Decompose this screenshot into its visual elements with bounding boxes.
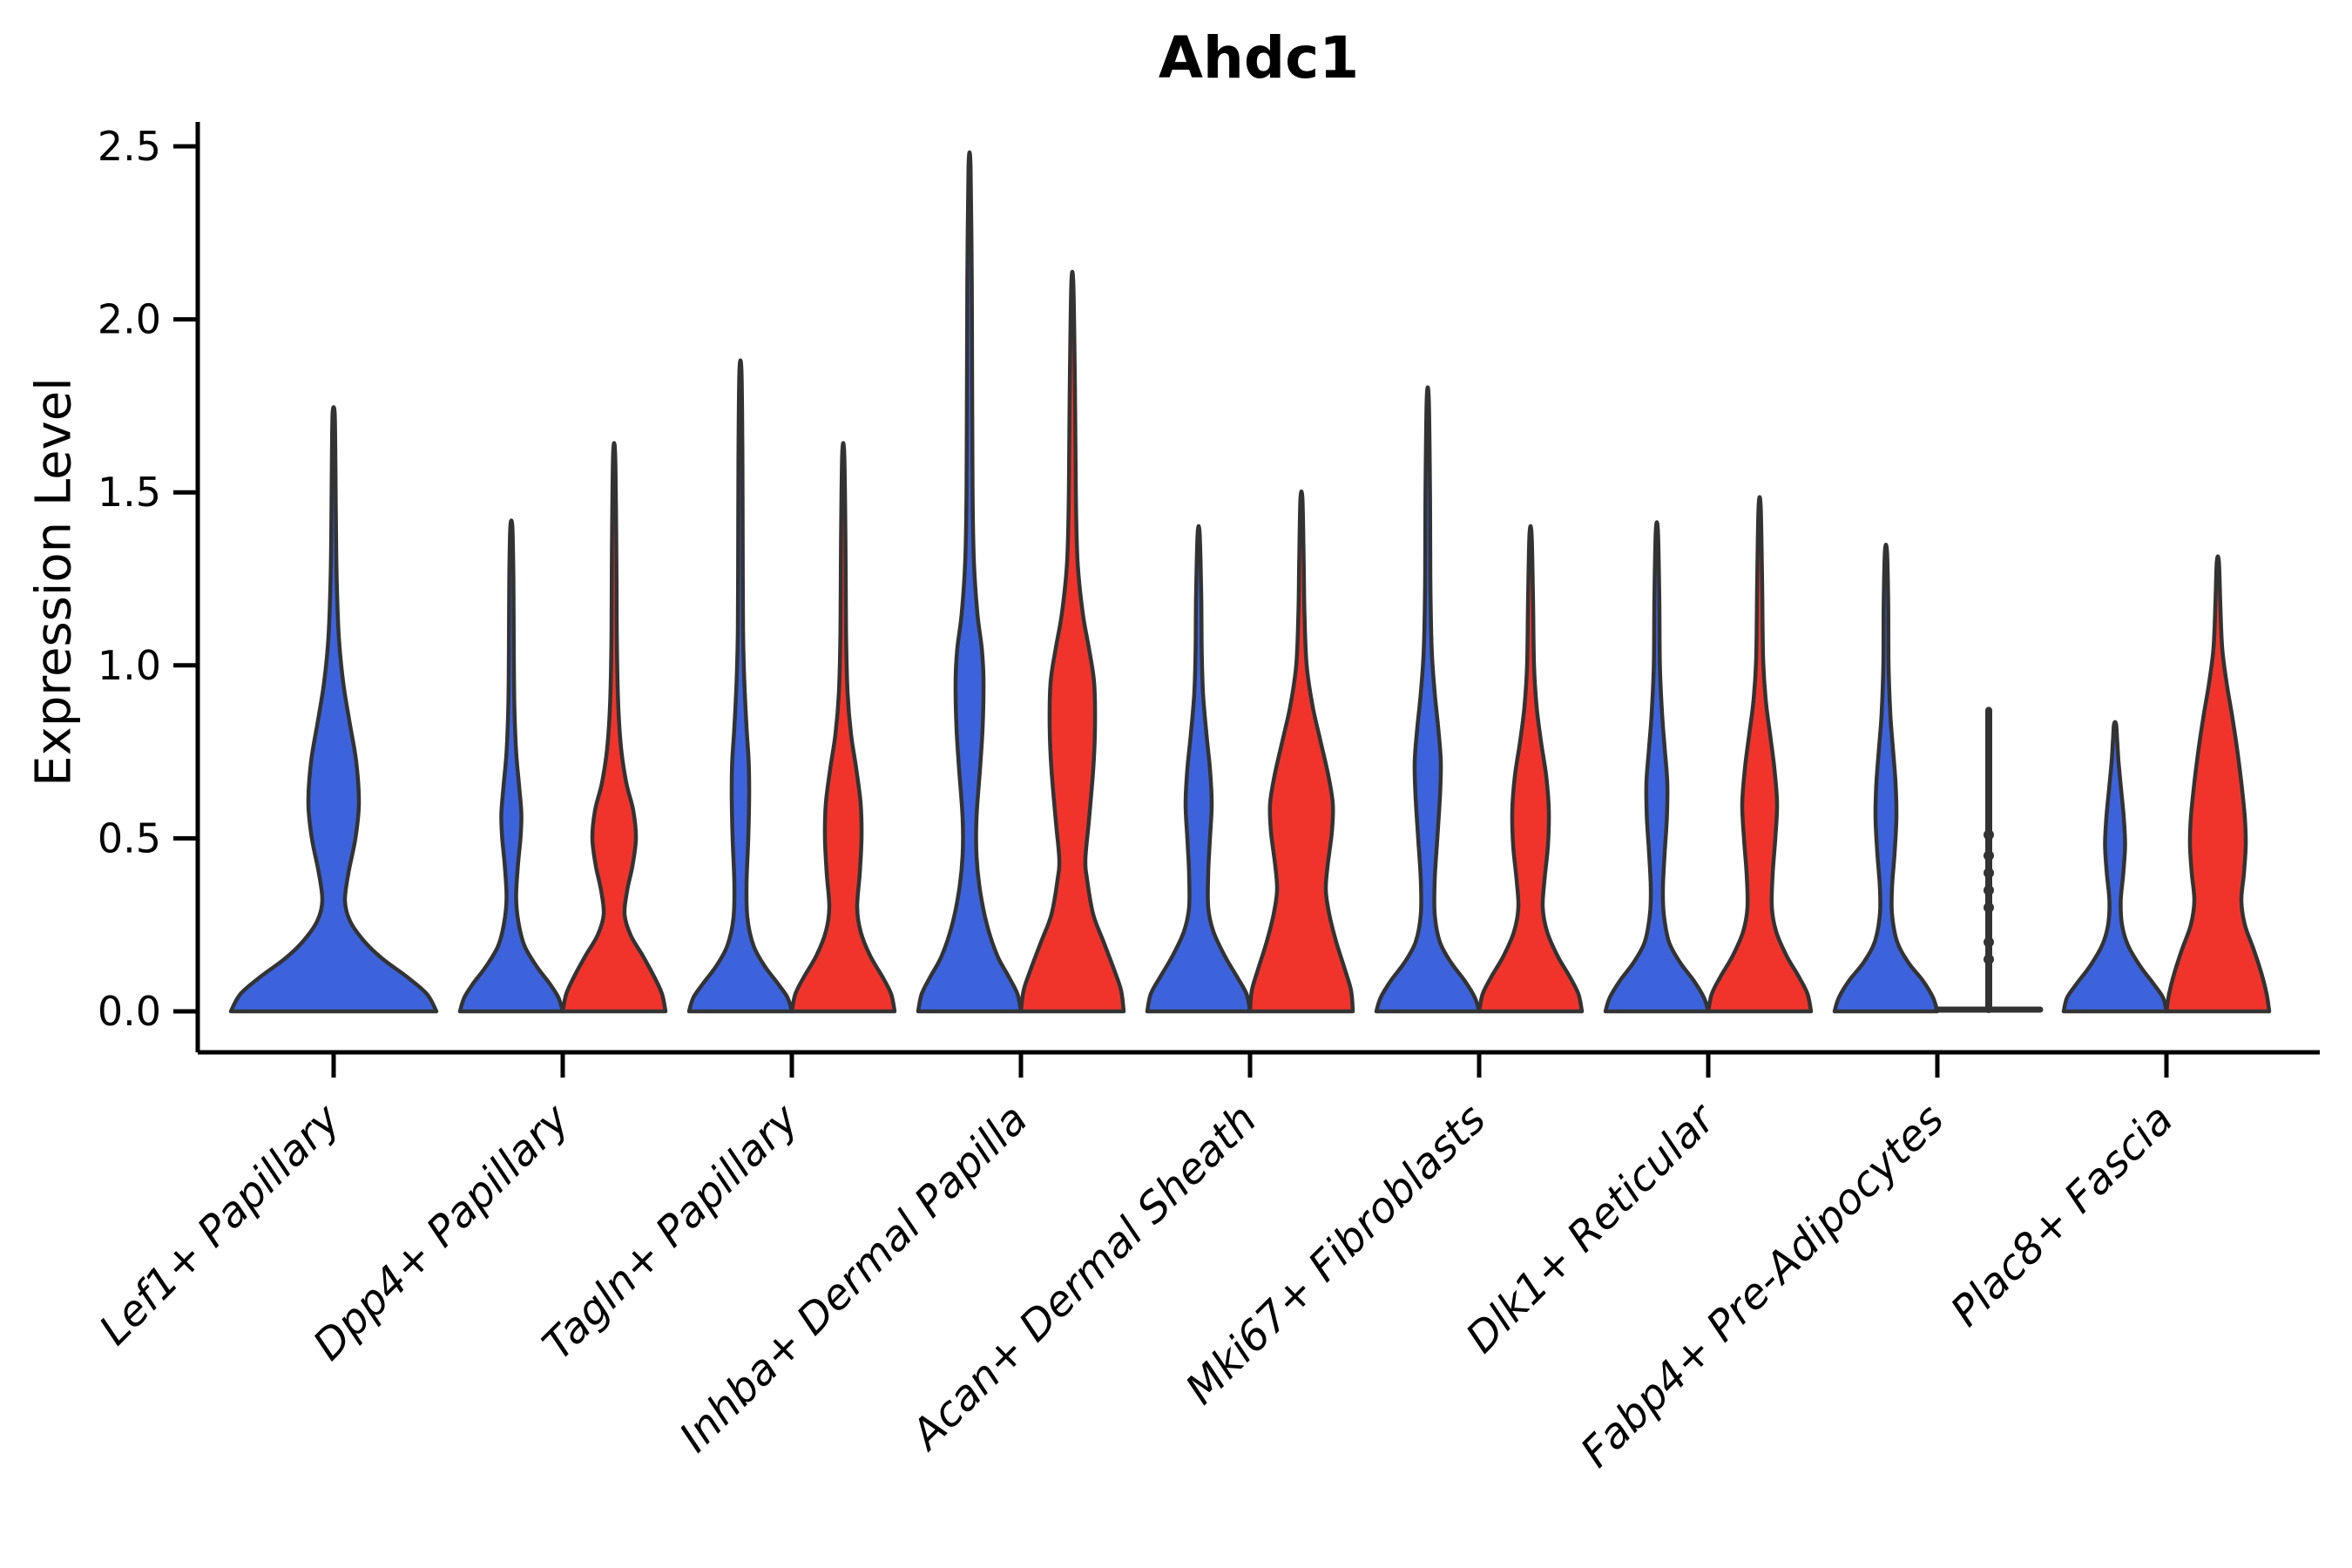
x-tick-label: Fabp4+ Pre-Adipocytes bbox=[1571, 1095, 1954, 1477]
degenerate-violin-point bbox=[1984, 954, 1994, 965]
violin-blue-1 bbox=[457, 518, 565, 1014]
violin-blue-7 bbox=[1832, 543, 1940, 1014]
violin-blue-3 bbox=[916, 150, 1024, 1014]
violin-red-1 bbox=[560, 441, 668, 1014]
degenerate-violin-point bbox=[1984, 829, 1994, 841]
y-tick-label: 0.0 bbox=[98, 988, 161, 1035]
y-tick-label: 0.5 bbox=[98, 814, 161, 862]
x-tick-label: Lef1+ Papillary bbox=[90, 1094, 350, 1355]
x-tick-label: Dpp4+ Papillary bbox=[304, 1094, 579, 1369]
degenerate-violin-point bbox=[1984, 936, 1994, 948]
violin-blue-8 bbox=[2061, 720, 2169, 1014]
violin-blue-5 bbox=[1374, 385, 1482, 1014]
violin-red-3 bbox=[1018, 269, 1126, 1014]
y-axis-label: Expression Level bbox=[25, 377, 83, 787]
degenerate-violin-point bbox=[1984, 868, 1994, 879]
violin-red-2 bbox=[789, 441, 897, 1014]
violin-red-8 bbox=[2164, 554, 2272, 1014]
violin-blue-4 bbox=[1145, 524, 1253, 1014]
violin-red-6 bbox=[1706, 495, 1814, 1014]
violin-blue-6 bbox=[1603, 520, 1711, 1014]
x-tick-label: Dlk1+ Reticular bbox=[1456, 1093, 1727, 1363]
degenerate-violin-point bbox=[1984, 884, 1994, 896]
y-tick-label: 2.0 bbox=[98, 296, 161, 343]
x-tick-label: Tagln+ Papillary bbox=[533, 1094, 808, 1369]
y-tick-label: 2.5 bbox=[98, 123, 161, 170]
violin-red-4 bbox=[1247, 489, 1355, 1014]
violin-blue-2 bbox=[686, 358, 794, 1014]
chart-title: Ahdc1 bbox=[1158, 24, 1360, 91]
x-tick-label: Plac8+ Fascia bbox=[1942, 1095, 2183, 1336]
violin-blue-0 bbox=[228, 405, 439, 1014]
violin-red-5 bbox=[1477, 524, 1585, 1014]
y-tick-label: 1.5 bbox=[98, 469, 161, 516]
degenerate-violin-point bbox=[1984, 902, 1994, 913]
y-tick-label: 1.0 bbox=[98, 642, 161, 689]
degenerate-violin-point bbox=[1984, 850, 1994, 862]
